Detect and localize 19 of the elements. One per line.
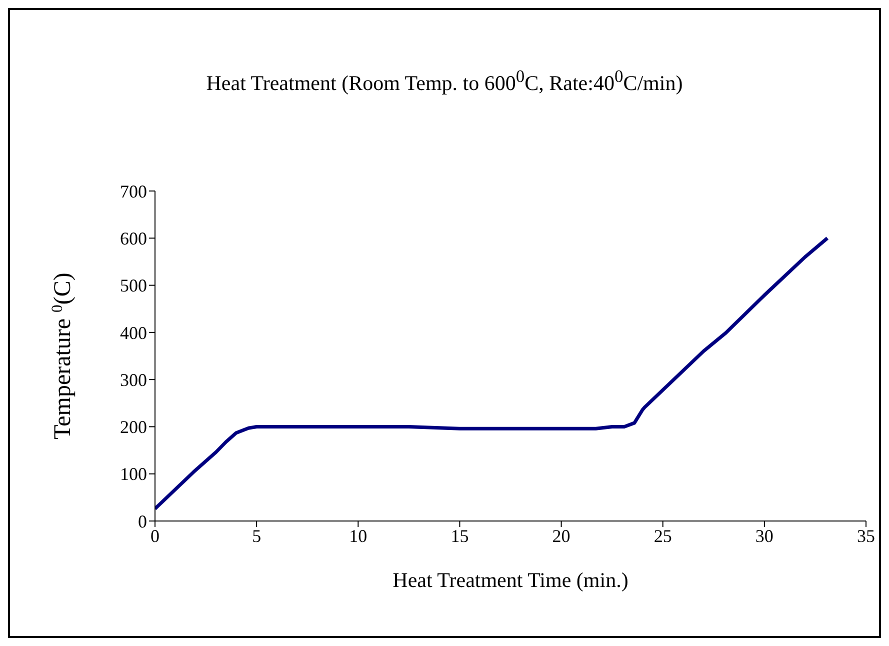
y-tick-label: 500 [120,276,147,296]
x-tick-label: 30 [755,526,774,546]
line-series [155,236,830,510]
x-tick-label: 10 [349,526,368,546]
x-axis-title: Heat Treatment Time (min.) [392,568,628,592]
chart-title: Heat Treatment (Room Temp. to 600$^{0}$C, Rate:40$^{0}$C/min) [205,66,684,96]
x-tick-label: 5 [252,526,262,546]
y-tick-label: 600 [120,228,147,249]
y-tick-label: 100 [120,464,147,484]
y-tick-label: 300 [120,370,147,390]
x-tick-label: 25 [654,526,672,546]
y-tick-label: 700 [120,181,147,202]
y-tick-label: 200 [120,417,147,438]
x-tick-label: 35 [857,526,875,546]
x-tick-label: 0 [150,526,160,546]
y-tick-label: 400 [120,322,147,343]
x-tick-label: 20 [552,526,570,546]
y-tick-label: 0 [138,511,147,532]
x-tick-label: 15 [450,526,469,546]
